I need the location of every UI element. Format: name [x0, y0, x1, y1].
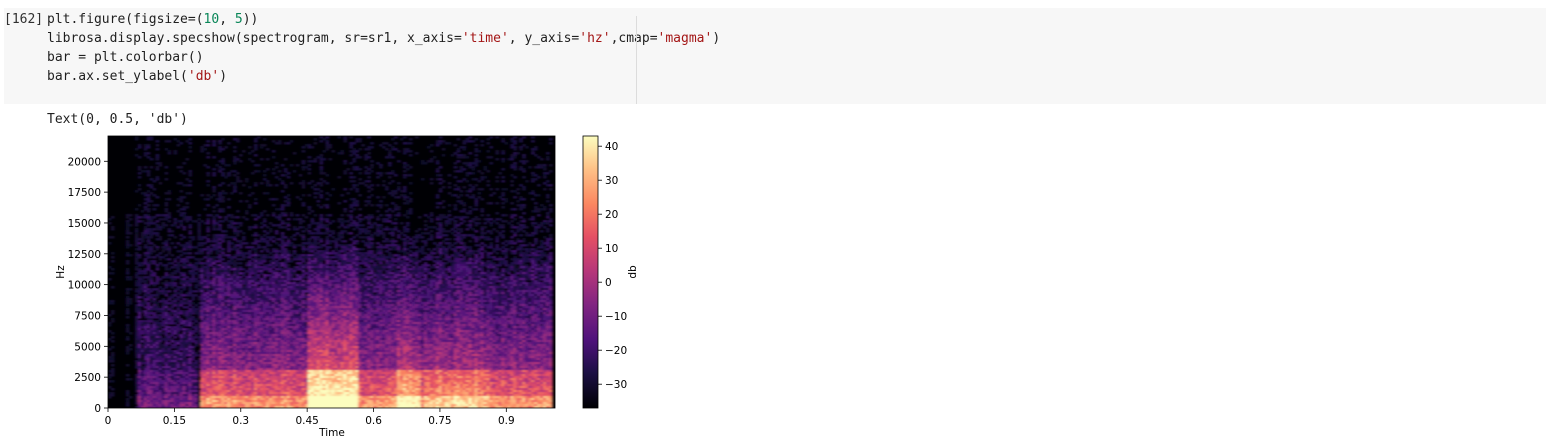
y-tick-label: 0 — [94, 403, 101, 415]
code-cell[interactable] — [4, 8, 1546, 104]
code-token: 'hz' — [579, 31, 611, 46]
x-axis: 0 0.15 0.3 0.45 0.6 0.75 0.9 — [105, 408, 515, 427]
code-token: ,cmap= — [610, 31, 658, 46]
colorbar-axis: 40 30 20 10 0 −10 −20 −30 — [598, 141, 627, 391]
y-tick-label: 17500 — [68, 187, 101, 199]
x-tick-label: 0.3 — [232, 415, 249, 427]
x-tick-label: 0.6 — [365, 415, 382, 427]
code-line: plt.figure(figsize=(10, 5)) — [47, 10, 720, 29]
code-token: ) — [712, 31, 721, 46]
colorbar-label: db — [627, 265, 639, 279]
y-axis-label: Hz — [55, 265, 67, 279]
y-tick-label: 10000 — [68, 280, 101, 292]
y-tick-label: 20000 — [68, 156, 101, 168]
code-token: )) — [242, 12, 259, 27]
y-tick-label: 15000 — [68, 218, 101, 230]
x-axis-label: Time — [318, 427, 345, 439]
colorbar-tick-label: 10 — [605, 243, 618, 255]
code-line: librosa.display.specshow(spectrogram, sr… — [47, 29, 720, 48]
y-tick-label: 12500 — [68, 249, 101, 261]
cell-output-text: Text(0, 0.5, 'db') — [47, 112, 188, 127]
plot-frame — [107, 135, 556, 409]
code-token: 'db' — [187, 69, 220, 84]
x-tick-label: 0.75 — [428, 415, 451, 427]
editor-divider — [636, 16, 637, 104]
y-tick-label: 5000 — [74, 341, 101, 353]
code-line: bar = plt.colorbar() — [47, 48, 720, 67]
code-token: , — [219, 12, 235, 27]
colorbar-tick-label: −20 — [605, 345, 627, 357]
code-token: 'magma' — [657, 31, 713, 46]
y-tick-label: 2500 — [74, 372, 101, 384]
x-tick-label: 0 — [105, 415, 112, 427]
code-line: bar.ax.set_ylabel('db') — [47, 67, 720, 86]
code-token: 'time' — [461, 31, 509, 46]
code-token: , y_axis= — [508, 31, 580, 46]
code-token: ) — [219, 69, 228, 84]
colorbar-tick-label: 0 — [605, 277, 612, 289]
code-token: bar = plt.colorbar() — [47, 50, 204, 65]
x-tick-label: 0.9 — [498, 415, 515, 427]
colorbar-tick-label: 20 — [605, 209, 618, 221]
x-tick-label: 0.15 — [163, 415, 186, 427]
y-tick-label: 7500 — [74, 310, 101, 322]
code-token: plt.figure(figsize=( — [47, 12, 204, 27]
execution-count-prompt: [162] — [4, 12, 44, 27]
colorbar — [582, 135, 599, 409]
colorbar-tick-label: −10 — [605, 311, 627, 323]
colorbar-tick-label: 30 — [605, 175, 618, 187]
code-token: bar.ax.set_ylabel( — [47, 69, 188, 84]
x-tick-label: 0.45 — [295, 415, 318, 427]
code-editor[interactable]: plt.figure(figsize=(10, 5)) librosa.displ… — [47, 10, 720, 86]
spectrogram-image — [108, 136, 553, 408]
y-axis: 0 2500 5000 7500 10000 12500 15000 17500 20000 — [68, 156, 108, 415]
code-token: librosa.display.specshow(spectrogram, sr… — [47, 31, 462, 46]
colorbar-tick-label: 40 — [605, 141, 618, 153]
code-token: 10 — [203, 12, 220, 27]
code-token: 5 — [234, 12, 243, 27]
colorbar-tick-label: −30 — [605, 379, 627, 391]
